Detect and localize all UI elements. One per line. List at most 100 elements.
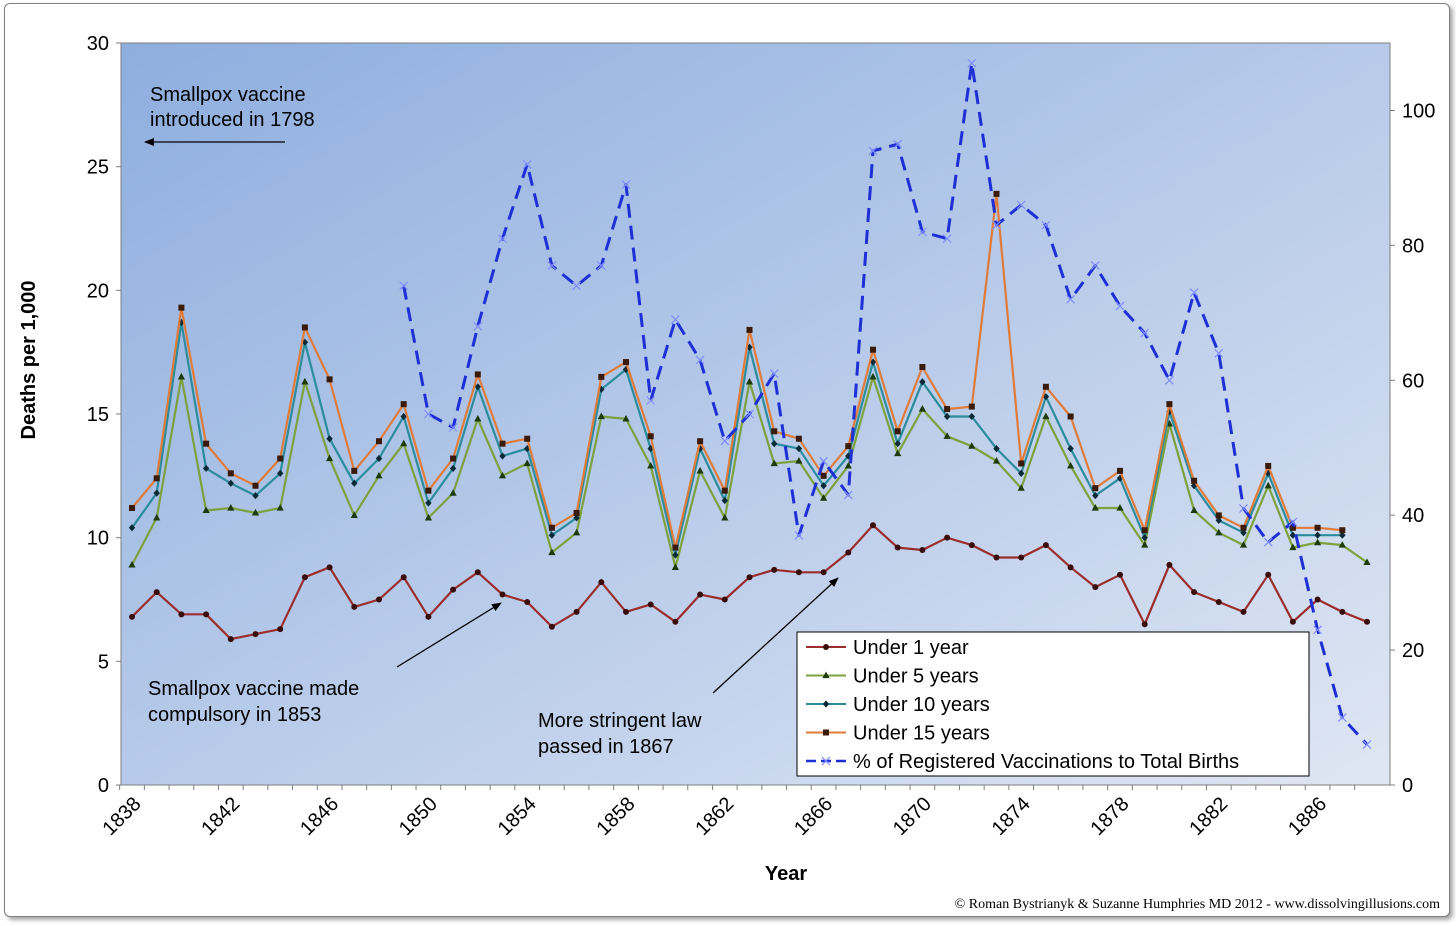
x-tick-label: 1850 bbox=[395, 793, 442, 840]
of-registered-vaccinations-to-total-births-point bbox=[498, 234, 507, 244]
y-tick-label: 5 bbox=[98, 651, 109, 673]
under-10-years-point bbox=[1018, 469, 1025, 477]
y-tick-label: 25 bbox=[87, 157, 109, 179]
under-10-years-point bbox=[326, 435, 333, 443]
under-15-years-point bbox=[524, 435, 531, 442]
under-15-years-point bbox=[153, 475, 160, 482]
under-15-years-point bbox=[598, 373, 605, 380]
under-15-years-point bbox=[474, 371, 481, 378]
under-5-years-point bbox=[943, 432, 951, 439]
legend-item-under-5-years: Under 5 years bbox=[806, 666, 979, 688]
under-10-years-point bbox=[1042, 393, 1050, 401]
under-5-years-point bbox=[523, 459, 531, 467]
of-registered-vaccinations-to-total-births-point bbox=[448, 423, 458, 432]
under-1-year-point bbox=[178, 611, 185, 618]
annotation-stringent-line1: More stringent law bbox=[538, 710, 702, 732]
under-15-years-point bbox=[1042, 383, 1049, 390]
annotation-stringent: More stringent law passed in 1867 bbox=[538, 577, 839, 758]
under-15-years-point bbox=[1191, 477, 1198, 484]
legend-under-5-years-point bbox=[822, 671, 830, 679]
x-tick-label: 1882 bbox=[1185, 793, 1232, 840]
under-10-years-point bbox=[1240, 529, 1247, 537]
annotation-intro: Smallpox vaccine introduced in 1798 bbox=[144, 84, 315, 146]
under-15-years-point bbox=[845, 443, 852, 450]
legend-label: % of Registered Vaccinations to Total Bi… bbox=[853, 751, 1239, 773]
under-10-years-point bbox=[400, 412, 407, 421]
under-5-years-point bbox=[1338, 541, 1346, 548]
under-5-years-point bbox=[745, 377, 754, 385]
under-10-years-point bbox=[548, 531, 556, 539]
under-15-years-point bbox=[1166, 401, 1173, 408]
under-5-years-point bbox=[202, 506, 210, 514]
of-registered-vaccinations-to-total-births-point bbox=[1164, 375, 1174, 385]
under-5-years-point bbox=[573, 528, 581, 536]
x-tick-label: 1878 bbox=[1087, 793, 1134, 840]
under-15-years-point bbox=[870, 346, 876, 353]
y-tick-label: 20 bbox=[87, 280, 109, 302]
under-5-years-point bbox=[844, 461, 852, 469]
annotation-intro-line2: introduced in 1798 bbox=[150, 109, 315, 131]
series-line-of-registered-vaccinations-to-total-births bbox=[402, 61, 1369, 746]
under-1-year-point bbox=[771, 566, 778, 573]
under-15-years-point bbox=[820, 472, 827, 479]
x-tick-label: 1846 bbox=[296, 793, 343, 840]
under-5-years-point bbox=[177, 372, 185, 380]
under-5-years-point bbox=[424, 513, 432, 521]
of-registered-vaccinations-to-total-births-point bbox=[769, 369, 779, 378]
under-15-years-point bbox=[968, 403, 975, 410]
y2-tick-label: 20 bbox=[1402, 640, 1424, 662]
under-5-years-point bbox=[474, 414, 482, 422]
x-axis-title: Year bbox=[765, 863, 807, 885]
under-5-years-point bbox=[1141, 541, 1149, 548]
under-10-years-point bbox=[153, 489, 160, 497]
under-5-years-point bbox=[498, 471, 507, 479]
under-10-years-point bbox=[1190, 482, 1198, 490]
of-registered-vaccinations-to-total-births-point bbox=[1115, 301, 1125, 311]
under-5-years-point bbox=[1314, 538, 1322, 546]
under-5-years-point bbox=[671, 563, 679, 570]
under-10-years-point bbox=[573, 514, 580, 522]
under-1-year-point bbox=[894, 544, 901, 551]
legend-under-1-year-point bbox=[823, 644, 829, 650]
under-10-years-point bbox=[721, 496, 728, 505]
legend-label: Under 10 years bbox=[853, 694, 990, 716]
under-10-years-point bbox=[968, 412, 975, 421]
of-registered-vaccinations-to-total-births-point bbox=[1016, 200, 1026, 210]
series-under-10-years bbox=[128, 318, 1346, 559]
series-under-15-years bbox=[129, 190, 1346, 551]
under-5-years-point bbox=[968, 442, 976, 449]
legend-label: Under 1 year bbox=[853, 637, 969, 659]
series-under-1-year bbox=[129, 522, 1370, 643]
under-5-years-point bbox=[301, 377, 309, 385]
under-5-years-point bbox=[1042, 412, 1050, 420]
under-1-year-point bbox=[1166, 561, 1173, 568]
under-5-years-point bbox=[1215, 528, 1223, 536]
of-registered-vaccinations-to-total-births-point bbox=[992, 220, 1001, 230]
under-5-years-point bbox=[375, 471, 383, 479]
under-15-years-point bbox=[499, 440, 506, 447]
annotation-compulsory-arrow bbox=[396, 602, 502, 668]
under-10-years-point bbox=[1067, 445, 1074, 453]
of-registered-vaccinations-to-total-births-point bbox=[1214, 348, 1224, 358]
under-15-years-point bbox=[647, 433, 654, 440]
under-10-years-point bbox=[598, 385, 605, 393]
legend-item-under-1-year: Under 1 year bbox=[806, 637, 969, 659]
under-15-years-point bbox=[178, 304, 185, 311]
under-15-years-point bbox=[894, 428, 901, 435]
under-10-years-point bbox=[1289, 531, 1297, 539]
under-5-years-point bbox=[1363, 558, 1371, 565]
under-1-year-point bbox=[573, 608, 580, 615]
under-10-years-point bbox=[820, 482, 827, 490]
under-10-years-point bbox=[375, 454, 383, 463]
under-1-year-point bbox=[919, 547, 926, 554]
under-15-years-point bbox=[1240, 524, 1247, 531]
under-15-years-point bbox=[721, 487, 728, 494]
under-1-year-point bbox=[351, 603, 358, 610]
y2-tick-label: 0 bbox=[1402, 775, 1413, 797]
of-registered-vaccinations-to-total-births-point bbox=[596, 261, 606, 271]
under-1-year-point bbox=[227, 636, 234, 643]
under-10-years-point bbox=[647, 445, 654, 453]
under-1-year-point bbox=[993, 554, 1000, 561]
under-1-year-point bbox=[1240, 608, 1247, 615]
